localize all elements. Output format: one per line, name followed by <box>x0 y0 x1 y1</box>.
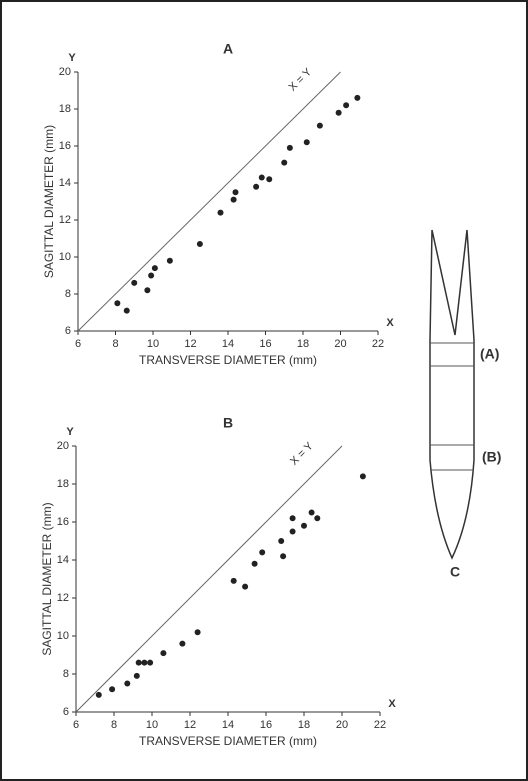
x-tick-label: 16 <box>259 338 271 350</box>
y-tick-label: 14 <box>59 177 71 189</box>
point <box>278 538 285 544</box>
point <box>95 691 102 698</box>
point <box>258 174 265 181</box>
point <box>151 265 158 272</box>
point <box>359 473 366 480</box>
point <box>308 509 315 516</box>
x-axis-label: TRANSVERSE DIAMETER (mm) <box>139 353 317 367</box>
point <box>289 528 296 535</box>
point <box>301 522 307 529</box>
y-tick-label: 16 <box>57 516 69 528</box>
point <box>133 672 140 679</box>
y-tick-label: 12 <box>59 214 71 226</box>
diagram-label: C <box>450 564 460 580</box>
x-tick-label: 8 <box>111 719 117 731</box>
y-axis-label: SAGITTAL DIAMETER (mm) <box>42 125 56 278</box>
x-tick-label: 12 <box>184 719 196 731</box>
point <box>286 144 293 151</box>
x-tick-label: 16 <box>260 719 272 731</box>
y-axis-name: Y <box>66 426 74 438</box>
y-tick-label: 18 <box>59 103 71 115</box>
x-tick-label: 22 <box>374 719 386 731</box>
point <box>253 183 260 190</box>
y-tick-label: 6 <box>63 706 69 718</box>
organ-outline <box>429 229 475 560</box>
x-axis-name: X <box>386 317 394 329</box>
x-tick-label: 10 <box>147 338 159 350</box>
x-axis-label: TRANSVERSE DIAMETER (mm) <box>139 734 317 748</box>
point <box>196 241 203 248</box>
y-tick-label: 20 <box>59 66 71 78</box>
y-axis-label: SAGITTAL DIAMETER (mm) <box>40 502 54 655</box>
point <box>259 549 266 556</box>
point <box>148 272 155 279</box>
point <box>230 577 237 584</box>
point <box>316 122 323 129</box>
y-tick-label: 14 <box>57 554 69 566</box>
diagram-label: (A) <box>480 346 499 362</box>
x-tick-label: 6 <box>75 338 81 350</box>
y-tick-label: 16 <box>59 140 71 152</box>
diagram-label: (B) <box>482 449 501 465</box>
x-tick-label: 18 <box>297 338 309 350</box>
point <box>281 159 288 166</box>
y-tick-label: 10 <box>59 251 71 263</box>
point <box>343 102 350 109</box>
point <box>131 279 138 286</box>
point <box>109 686 116 693</box>
point <box>217 209 224 216</box>
point <box>303 139 310 146</box>
x-tick-label: 22 <box>372 338 384 350</box>
point <box>141 659 148 666</box>
point <box>179 640 186 647</box>
point <box>194 629 201 636</box>
x-tick-label: 18 <box>298 719 310 731</box>
y-tick-label: 8 <box>65 288 71 300</box>
point <box>144 287 151 294</box>
x-tick-label: 20 <box>336 719 348 731</box>
y-tick-label: 20 <box>57 440 69 452</box>
point <box>354 94 361 101</box>
point <box>147 659 154 666</box>
point <box>242 583 249 590</box>
identity-line <box>77 71 341 332</box>
y-tick-label: 10 <box>57 630 69 642</box>
point <box>166 257 173 264</box>
point <box>232 189 239 196</box>
chart-title: B <box>223 415 233 431</box>
chart-title: A <box>223 41 233 57</box>
y-tick-label: 12 <box>57 592 69 604</box>
point <box>123 307 130 314</box>
point <box>280 553 287 560</box>
point <box>335 109 342 116</box>
x-tick-label: 10 <box>146 719 158 731</box>
x-tick-label: 14 <box>222 719 234 731</box>
y-tick-label: 18 <box>57 478 69 490</box>
y-tick-label: 6 <box>65 325 71 337</box>
x-axis-name: X <box>388 698 396 710</box>
x-tick-label: 6 <box>73 719 79 731</box>
y-tick-label: 8 <box>63 668 69 680</box>
y-axis-name: Y <box>68 52 76 64</box>
point <box>251 560 258 567</box>
point <box>230 196 237 203</box>
x-tick-label: 14 <box>222 338 234 350</box>
point <box>289 515 296 522</box>
identity-line <box>75 445 343 713</box>
point <box>135 659 142 666</box>
x-tick-label: 20 <box>334 338 346 350</box>
x-tick-label: 8 <box>112 338 118 350</box>
point <box>124 680 131 687</box>
diagram: (A) (B) C <box>429 229 501 580</box>
point <box>160 650 167 657</box>
x-tick-label: 12 <box>184 338 196 350</box>
point <box>114 300 121 307</box>
point <box>266 176 273 183</box>
point <box>314 515 321 522</box>
